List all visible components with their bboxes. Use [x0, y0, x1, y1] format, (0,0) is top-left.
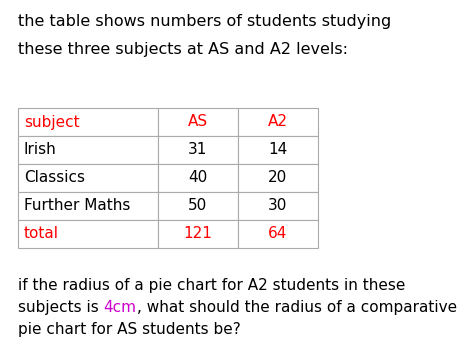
Text: if the radius of a pie chart for A2 students in these: if the radius of a pie chart for A2 stud… [18, 278, 405, 293]
Text: the table shows numbers of students studying: the table shows numbers of students stud… [18, 14, 391, 29]
Bar [158, 192, 238, 220]
Text: subjects is: subjects is [18, 300, 104, 315]
Text: these three subjects at AS and A2 levels:: these three subjects at AS and A2 levels… [18, 42, 348, 57]
Bar [158, 220, 238, 248]
Text: Further Maths: Further Maths [24, 199, 130, 213]
Text: 64: 64 [268, 226, 288, 241]
Text: 4cm: 4cm [104, 300, 137, 315]
Bar [18, 136, 158, 164]
Text: 121: 121 [183, 226, 212, 241]
Text: pie chart for AS students be?: pie chart for AS students be? [18, 322, 241, 337]
Bar [158, 164, 238, 192]
Text: total: total [24, 226, 59, 241]
Bar [18, 164, 158, 192]
Bar [238, 192, 318, 220]
Bar [158, 108, 238, 136]
Bar [238, 220, 318, 248]
Text: 40: 40 [188, 170, 208, 186]
Text: , what should the radius of a comparative: , what should the radius of a comparativ… [137, 300, 457, 315]
Bar [18, 108, 158, 136]
Bar [158, 136, 238, 164]
Text: 30: 30 [268, 199, 288, 213]
Text: 31: 31 [188, 142, 208, 157]
Text: A2: A2 [268, 115, 288, 130]
Text: 50: 50 [188, 199, 208, 213]
Text: 20: 20 [268, 170, 288, 186]
Text: 14: 14 [268, 142, 288, 157]
Bar [18, 192, 158, 220]
Text: subject: subject [24, 115, 80, 130]
Text: AS: AS [188, 115, 208, 130]
Bar [238, 108, 318, 136]
Bar [18, 220, 158, 248]
Bar [238, 164, 318, 192]
Bar [238, 136, 318, 164]
Text: Irish: Irish [24, 142, 57, 157]
Text: Classics: Classics [24, 170, 85, 186]
